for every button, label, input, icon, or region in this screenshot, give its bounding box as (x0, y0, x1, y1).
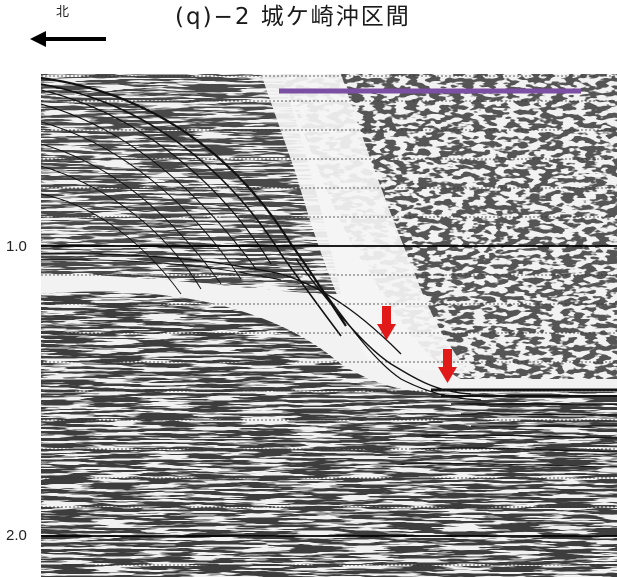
seismic-profile (41, 74, 617, 577)
section-title: (q)−2 城ケ崎沖区間 (175, 4, 411, 30)
time-label-1: 1.0 (6, 238, 27, 255)
north-label: 北 (56, 5, 70, 20)
left-arrow-icon (30, 31, 106, 47)
down-arrow-icon (438, 349, 457, 383)
seismic-profile-canvas (41, 74, 617, 577)
time-label-2: 2.0 (6, 527, 27, 544)
basin-reflectors (400, 388, 617, 468)
timing-lines (41, 75, 617, 566)
down-arrow-icon (377, 306, 396, 340)
